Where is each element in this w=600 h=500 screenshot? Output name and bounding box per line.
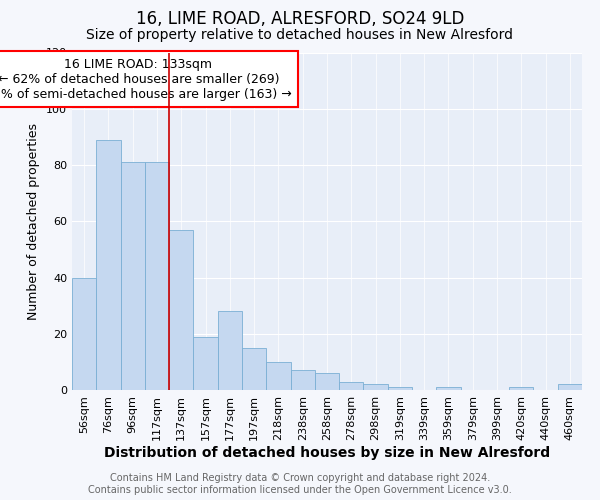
Bar: [218, 311, 242, 390]
Bar: [558, 384, 582, 390]
Bar: [169, 230, 193, 390]
Bar: [72, 278, 96, 390]
Bar: [242, 348, 266, 390]
Text: Size of property relative to detached houses in New Alresford: Size of property relative to detached ho…: [86, 28, 514, 42]
Text: Contains HM Land Registry data © Crown copyright and database right 2024.
Contai: Contains HM Land Registry data © Crown c…: [88, 474, 512, 495]
Y-axis label: Number of detached properties: Number of detached properties: [28, 122, 40, 320]
Bar: [145, 162, 169, 390]
Bar: [290, 370, 315, 390]
Bar: [436, 387, 461, 390]
X-axis label: Distribution of detached houses by size in New Alresford: Distribution of detached houses by size …: [104, 446, 550, 460]
Bar: [96, 140, 121, 390]
Bar: [121, 162, 145, 390]
Bar: [339, 382, 364, 390]
Bar: [266, 362, 290, 390]
Bar: [364, 384, 388, 390]
Text: 16, LIME ROAD, ALRESFORD, SO24 9LD: 16, LIME ROAD, ALRESFORD, SO24 9LD: [136, 10, 464, 28]
Bar: [315, 373, 339, 390]
Bar: [193, 336, 218, 390]
Bar: [509, 387, 533, 390]
Text: 16 LIME ROAD: 133sqm
← 62% of detached houses are smaller (269)
37% of semi-deta: 16 LIME ROAD: 133sqm ← 62% of detached h…: [0, 58, 292, 100]
Bar: [388, 387, 412, 390]
